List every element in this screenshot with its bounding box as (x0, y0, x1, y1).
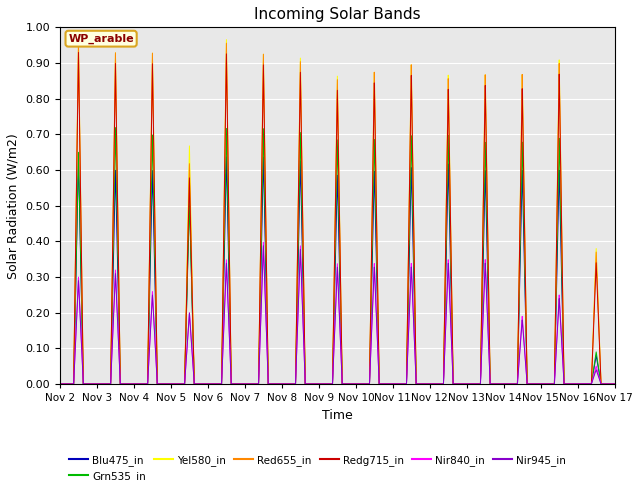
X-axis label: Time: Time (322, 408, 353, 421)
Y-axis label: Solar Radiation (W/m2): Solar Radiation (W/m2) (7, 133, 20, 278)
Text: WP_arable: WP_arable (68, 34, 134, 44)
Legend: Blu475_in, Grn535_in, Yel580_in, Red655_in, Redg715_in, Nir840_in, Nir945_in: Blu475_in, Grn535_in, Yel580_in, Red655_… (65, 450, 570, 480)
Title: Incoming Solar Bands: Incoming Solar Bands (254, 7, 420, 22)
